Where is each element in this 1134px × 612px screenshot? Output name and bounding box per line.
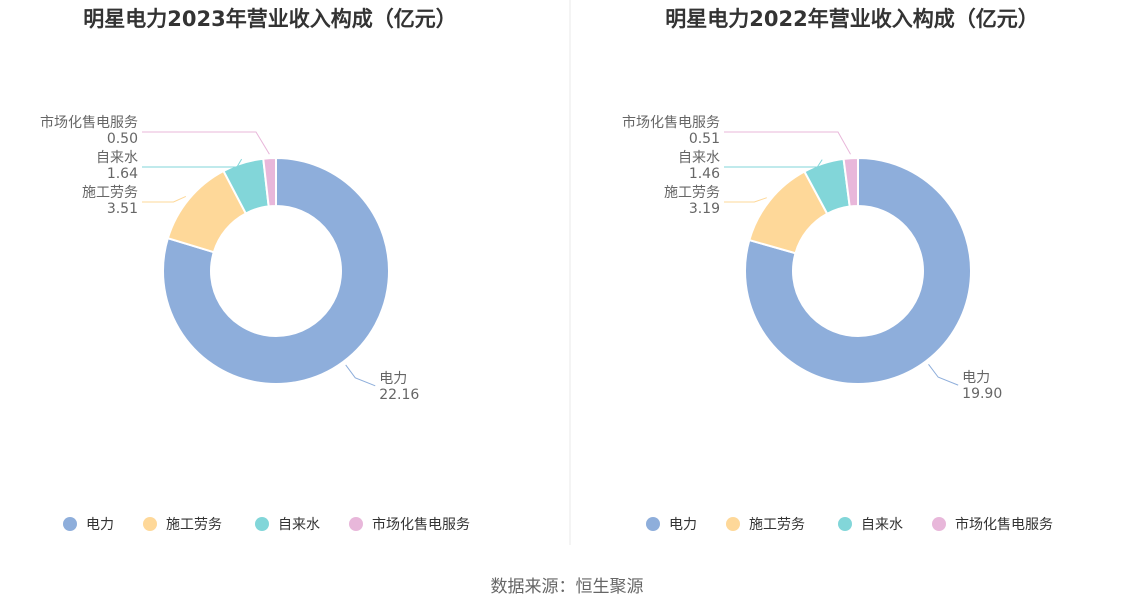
legend-marker	[838, 517, 852, 531]
slice-label-name: 电力	[379, 371, 407, 387]
leader-line	[142, 195, 187, 203]
donut-slice	[162, 156, 390, 385]
data-source: 数据来源：恒生聚源	[491, 577, 644, 597]
slice-label-name: 自来水	[96, 150, 138, 166]
slice-label-value: 19.90	[962, 386, 1002, 402]
legend-marker	[143, 517, 157, 531]
leader-line	[724, 159, 823, 168]
legend-label: 电力	[669, 517, 697, 533]
leader-line	[928, 364, 959, 386]
donut-panel-2: 明星电力2022年营业收入构成（亿元）电力19.90电力施工劳务3.19施工劳务…	[622, 7, 1053, 533]
legend-marker	[726, 517, 740, 531]
leader-line	[724, 197, 767, 203]
legend-label: 自来水	[861, 517, 903, 533]
donut-panel-1: 明星电力2023年营业收入构成（亿元）电力22.16电力施工劳务3.51施工劳务…	[40, 7, 470, 533]
slice-label-value: 3.19	[689, 201, 720, 217]
legend-marker	[63, 517, 77, 531]
legend-label: 施工劳务	[166, 517, 222, 533]
slice-label-value: 3.51	[107, 201, 138, 217]
donut-slice	[842, 156, 859, 208]
slice-label-name: 施工劳务	[664, 185, 720, 201]
slice-label-name: 施工劳务	[82, 185, 138, 201]
slice-label-value: 22.16	[379, 387, 419, 403]
slice-label-name: 自来水	[678, 150, 720, 166]
legend-marker	[646, 517, 660, 531]
slice-label-name: 市场化售电服务	[622, 114, 720, 131]
leader-line	[142, 158, 243, 168]
legend-label: 市场化售电服务	[372, 516, 470, 533]
slice-label-name: 市场化售电服务	[40, 114, 138, 131]
chart-title: 明星电力2023年营业收入构成（亿元）	[83, 7, 456, 31]
legend-label: 自来水	[278, 517, 320, 533]
leader-line	[724, 131, 851, 155]
slice-label-name: 电力	[962, 370, 990, 386]
legend-label: 施工劳务	[749, 517, 805, 533]
leader-line	[142, 131, 270, 155]
slice-label-value: 0.51	[689, 131, 720, 147]
legend-marker	[932, 517, 946, 531]
slice-label-value: 1.64	[107, 166, 138, 182]
slice-label-value: 0.50	[107, 131, 138, 147]
leader-line	[345, 364, 376, 387]
legend-marker	[255, 517, 269, 531]
legend-marker	[349, 517, 363, 531]
chart-title: 明星电力2022年营业收入构成（亿元）	[665, 7, 1038, 31]
legend-label: 电力	[86, 517, 114, 533]
legend-label: 市场化售电服务	[955, 516, 1053, 533]
donut-slice	[744, 156, 972, 385]
slice-label-value: 1.46	[689, 166, 720, 182]
donut-slice	[262, 156, 277, 208]
